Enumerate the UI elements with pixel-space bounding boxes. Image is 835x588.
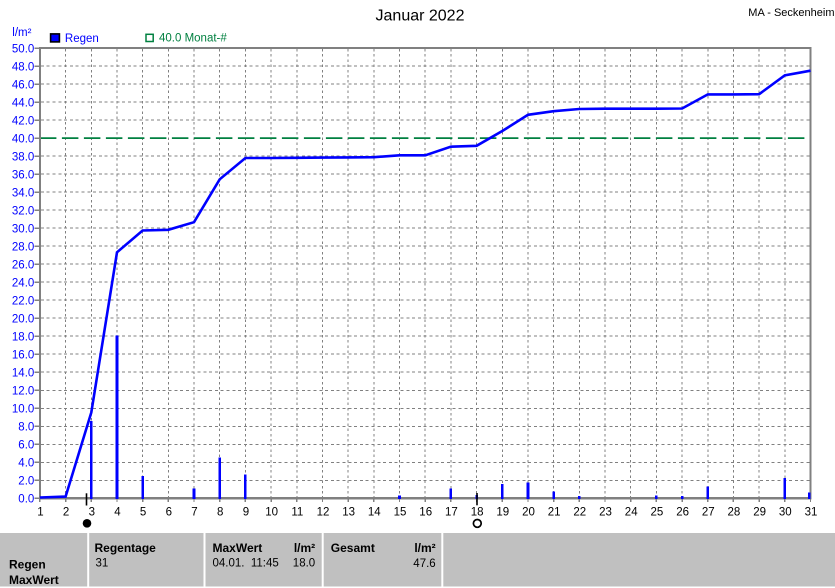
svg-text:l/m²: l/m² (414, 541, 435, 555)
svg-text:0.0: 0.0 (18, 494, 34, 506)
svg-text:12: 12 (317, 507, 330, 519)
svg-text:Januar 2022: Januar 2022 (376, 8, 465, 25)
svg-text:40.0 Monat-#: 40.0 Monat-# (159, 33, 227, 45)
svg-text:17: 17 (445, 507, 458, 519)
svg-text:30: 30 (779, 507, 792, 519)
svg-text:9: 9 (243, 507, 249, 519)
svg-text:30.0: 30.0 (12, 224, 34, 236)
svg-text:14: 14 (368, 507, 381, 519)
svg-text:MaxWert: MaxWert (9, 573, 59, 587)
svg-text:15: 15 (394, 507, 407, 519)
svg-text:2.0: 2.0 (18, 476, 34, 488)
svg-text:36.0: 36.0 (12, 170, 34, 182)
svg-text:42.0: 42.0 (12, 115, 34, 127)
svg-text:6: 6 (166, 507, 172, 519)
svg-text:21: 21 (548, 507, 561, 519)
svg-text:12.0: 12.0 (12, 386, 34, 398)
svg-text:MA - Seckenheim: MA - Seckenheim (748, 7, 834, 19)
svg-text:l/m²: l/m² (294, 541, 315, 555)
svg-text:10.0: 10.0 (12, 404, 34, 416)
svg-text:7: 7 (191, 507, 197, 519)
svg-text:26: 26 (676, 507, 689, 519)
svg-text:3: 3 (89, 507, 95, 519)
svg-text:8.0: 8.0 (18, 422, 34, 434)
svg-text:18.0: 18.0 (12, 332, 34, 344)
svg-text:l/m²: l/m² (12, 27, 31, 39)
svg-text:24: 24 (625, 507, 638, 519)
svg-text:48.0: 48.0 (12, 61, 34, 73)
svg-text:22.0: 22.0 (12, 296, 34, 308)
svg-text:23: 23 (599, 507, 612, 519)
svg-text:4: 4 (114, 507, 121, 519)
svg-text:Regen: Regen (9, 558, 46, 572)
svg-text:Regen: Regen (65, 33, 99, 45)
svg-text:10: 10 (265, 507, 278, 519)
svg-text:25: 25 (651, 507, 664, 519)
svg-text:18: 18 (471, 507, 484, 519)
svg-text:31: 31 (805, 507, 818, 519)
svg-text:40.0: 40.0 (12, 133, 34, 145)
svg-text:46.0: 46.0 (12, 79, 34, 91)
svg-text:38.0: 38.0 (12, 151, 34, 163)
svg-text:26.0: 26.0 (12, 260, 34, 272)
svg-text:29: 29 (753, 507, 766, 519)
svg-text:32.0: 32.0 (12, 206, 34, 218)
svg-text:22: 22 (573, 507, 586, 519)
svg-text:1: 1 (37, 507, 43, 519)
svg-text:31: 31 (96, 558, 109, 570)
svg-text:6.0: 6.0 (18, 440, 34, 452)
svg-text:4.0: 4.0 (18, 458, 34, 470)
svg-text:50.0: 50.0 (12, 43, 34, 55)
svg-text:47.6: 47.6 (413, 558, 435, 570)
svg-text:28: 28 (728, 507, 741, 519)
svg-text:11: 11 (291, 507, 303, 519)
svg-text:28.0: 28.0 (12, 242, 34, 254)
svg-text:13: 13 (342, 507, 355, 519)
svg-text:34.0: 34.0 (12, 188, 34, 200)
svg-text:2: 2 (63, 507, 69, 519)
svg-text:44.0: 44.0 (12, 97, 34, 109)
svg-text:Regentage: Regentage (95, 541, 157, 555)
svg-text:20.0: 20.0 (12, 314, 34, 326)
svg-text:24.0: 24.0 (12, 278, 34, 290)
svg-text:20: 20 (522, 507, 535, 519)
svg-text:5: 5 (140, 507, 146, 519)
svg-text:19: 19 (496, 507, 509, 519)
svg-text:8: 8 (217, 507, 223, 519)
svg-text:04.01. 11:45: 04.01. 11:45 (213, 558, 279, 570)
svg-text:16: 16 (419, 507, 432, 519)
svg-text:MaxWert: MaxWert (213, 541, 263, 555)
svg-text:16.0: 16.0 (12, 350, 34, 362)
svg-text:18.0: 18.0 (293, 558, 315, 570)
svg-text:27: 27 (702, 507, 715, 519)
svg-text:Gesamt: Gesamt (331, 541, 375, 555)
svg-text:14.0: 14.0 (12, 368, 34, 380)
